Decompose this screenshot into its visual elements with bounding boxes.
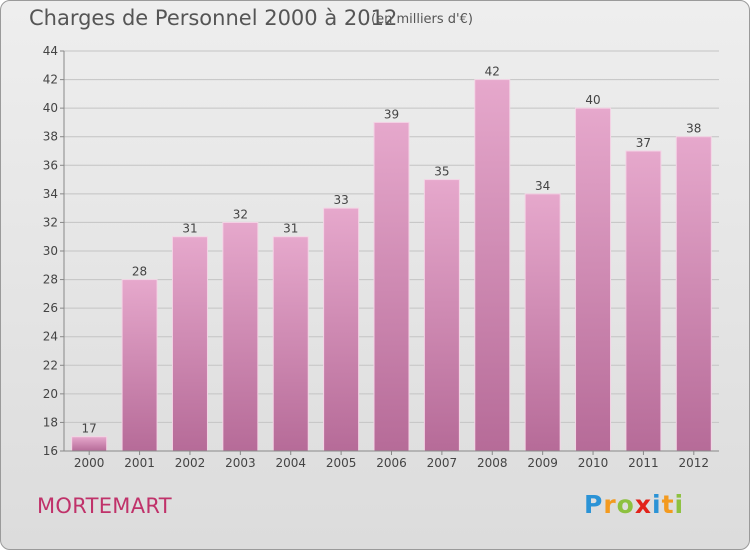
data-label: 33 — [333, 193, 348, 207]
bar — [272, 236, 309, 452]
bar — [323, 207, 360, 452]
data-label: 40 — [585, 93, 600, 107]
logo-letter: r — [603, 490, 617, 519]
x-tick-label: 2003 — [225, 456, 256, 470]
logo-letter: t — [661, 490, 675, 519]
y-tick-label: 24 — [43, 330, 58, 344]
bar — [675, 136, 712, 452]
logo-letter: o — [616, 490, 635, 519]
y-tick-label: 42 — [43, 73, 58, 87]
data-label: 32 — [233, 207, 248, 221]
data-label: 31 — [283, 222, 298, 236]
bar — [171, 236, 208, 452]
bar — [474, 79, 511, 452]
y-tick-label: 34 — [43, 187, 58, 201]
y-tick-label: 44 — [43, 44, 58, 58]
y-tick-label: 18 — [43, 415, 58, 429]
bars — [71, 79, 712, 452]
y-tick-label: 38 — [43, 130, 58, 144]
y-axis: 16 18 20 22 24 26 28 30 32 34 36 38 40 42 44 — [43, 44, 65, 458]
x-tick-label: 2005 — [326, 456, 357, 470]
data-label: 17 — [82, 422, 97, 436]
x-tick-label: 2004 — [275, 456, 306, 470]
x-tick-label: 2009 — [527, 456, 558, 470]
commune-name: MORTEMART — [37, 494, 172, 518]
x-tick-label: 2011 — [628, 456, 659, 470]
x-tick-label: 2002 — [175, 456, 206, 470]
logo-letter: x — [634, 490, 652, 519]
x-tick-label: 2000 — [74, 456, 105, 470]
y-tick-label: 32 — [43, 215, 58, 229]
x-tick-label: 2001 — [124, 456, 155, 470]
x-axis: 2000 2001 2002 2003 2004 2005 2006 2007 2008 2009… — [64, 450, 719, 470]
y-tick-label: 22 — [43, 358, 58, 372]
bar — [625, 150, 662, 452]
data-label: 39 — [384, 107, 399, 121]
data-labels: 17 28 31 32 31 33 39 35 42 34 40 37 38 — [82, 65, 702, 436]
bar — [222, 221, 259, 452]
x-tick-label: 2006 — [376, 456, 407, 470]
y-tick-label: 26 — [43, 301, 58, 315]
x-tick-label: 2007 — [427, 456, 458, 470]
chart-subtitle: (en milliers d'€) — [371, 12, 473, 27]
y-tick-label: 40 — [43, 101, 58, 115]
x-tick-label: 2012 — [679, 456, 710, 470]
bar — [121, 279, 158, 452]
data-label: 42 — [485, 65, 500, 79]
bar — [524, 193, 561, 452]
logo-letter: i — [652, 490, 662, 519]
data-label: 38 — [686, 122, 701, 136]
data-label: 37 — [636, 136, 651, 150]
bar — [373, 121, 410, 452]
logo-letter: i — [674, 490, 685, 519]
data-label: 34 — [535, 179, 550, 193]
logo-letter: P — [584, 490, 604, 519]
y-tick-label: 30 — [43, 244, 58, 258]
x-tick-label: 2008 — [477, 456, 508, 470]
y-tick-label: 16 — [43, 444, 58, 458]
data-label: 31 — [182, 222, 197, 236]
y-tick-label: 36 — [43, 158, 58, 172]
data-label: 35 — [434, 165, 449, 179]
chart-title: Charges de Personnel 2000 à 2012 — [29, 6, 398, 30]
data-label: 28 — [132, 265, 147, 279]
y-tick-label: 28 — [43, 273, 58, 287]
proxiti-logo[interactable]: Proxiti — [584, 490, 684, 519]
bar — [423, 179, 460, 452]
bar — [71, 436, 108, 452]
x-tick-label: 2010 — [578, 456, 609, 470]
bar — [575, 107, 612, 452]
y-tick-label: 20 — [43, 387, 58, 401]
